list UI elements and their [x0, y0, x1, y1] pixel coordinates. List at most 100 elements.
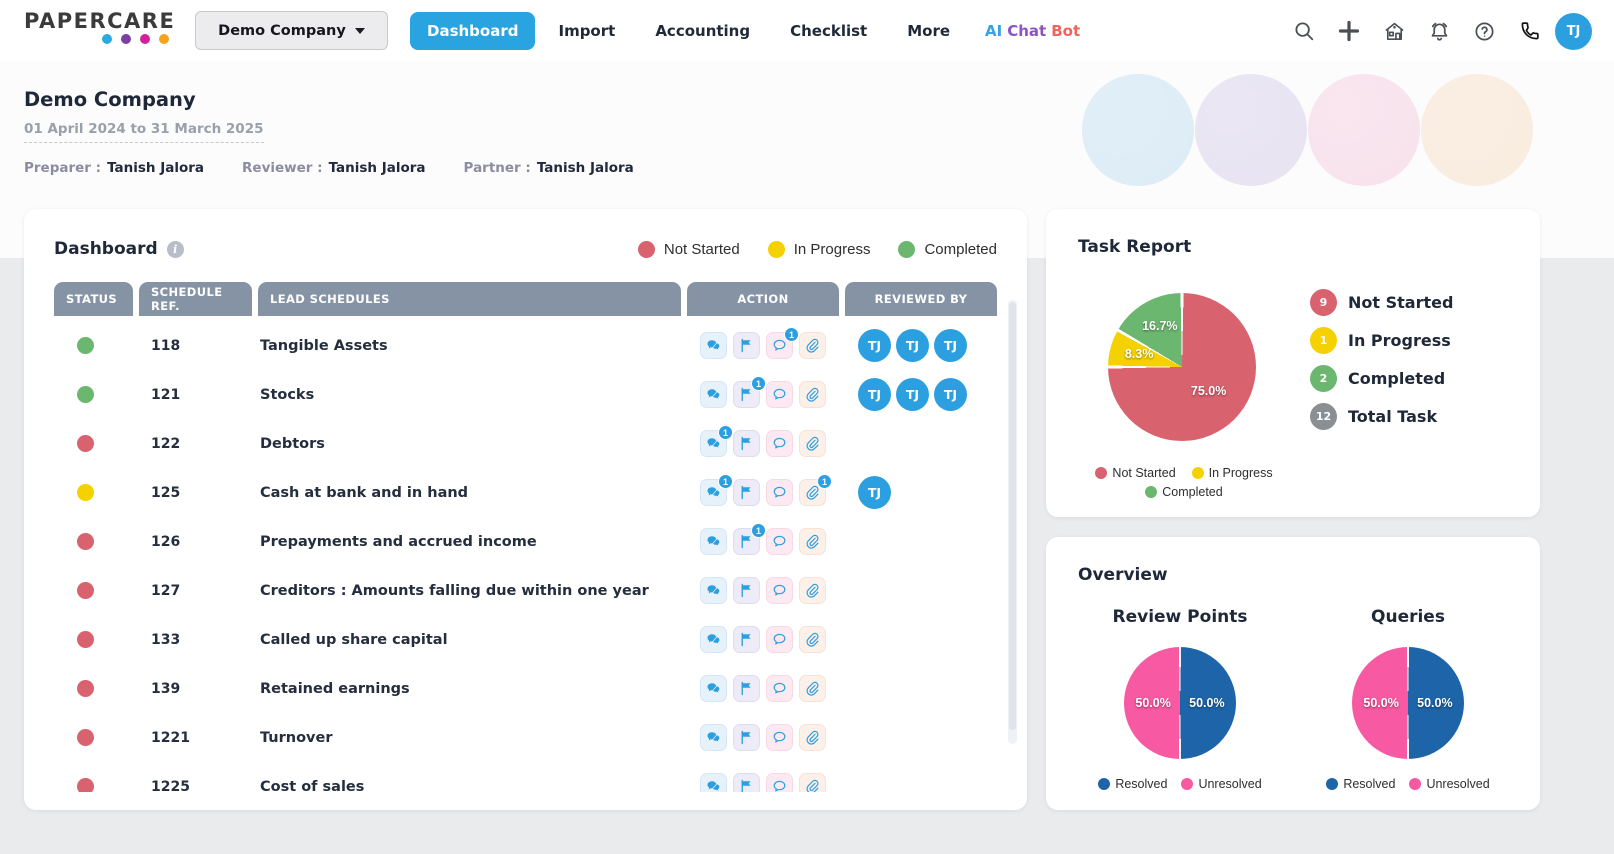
flag-icon[interactable]	[733, 724, 760, 751]
legend-label: Completed	[924, 240, 997, 258]
chat-icon[interactable]	[700, 773, 727, 792]
add-icon[interactable]	[1330, 12, 1368, 50]
flag-icon[interactable]	[733, 430, 760, 457]
scrollbar-thumb[interactable]	[1009, 302, 1016, 730]
lead-schedule-link[interactable]: Tangible Assets	[260, 337, 388, 354]
column-header-lead-schedules: LEAD SCHEDULES	[258, 282, 681, 316]
help-icon[interactable]	[1465, 12, 1503, 50]
schedule-ref: 1221	[151, 729, 190, 746]
attachment-icon[interactable]	[799, 773, 826, 792]
chat-icon[interactable]	[700, 381, 727, 408]
chat-icon[interactable]	[700, 675, 727, 702]
review-points-group: Review Points 50.0% 50.0% Resolved Unresol…	[1070, 607, 1290, 791]
status-dot-not-started	[77, 435, 94, 452]
table-scrollbar[interactable]	[1008, 300, 1017, 744]
task-report-legend: Not Started In Progress Completed	[1054, 466, 1314, 499]
attachment-icon[interactable]	[799, 528, 826, 555]
tab-checklist[interactable]: Checklist	[773, 12, 884, 50]
comment-icon[interactable]	[766, 430, 793, 457]
flag-icon[interactable]	[733, 675, 760, 702]
chat-icon[interactable]	[700, 724, 727, 751]
reviewed-by-cell: TJ	[845, 476, 997, 509]
comment-icon[interactable]	[766, 675, 793, 702]
comment-icon[interactable]	[766, 528, 793, 555]
chat-icon[interactable]	[700, 626, 727, 653]
action-cell	[687, 626, 839, 653]
attachment-icon[interactable]	[799, 626, 826, 653]
pie-slice-label: 50.0%	[1189, 696, 1225, 710]
status-cell	[54, 484, 133, 501]
chat-icon[interactable]	[700, 332, 727, 359]
comment-icon[interactable]: 1	[766, 327, 799, 359]
flag-icon[interactable]	[733, 773, 760, 792]
status-dot-not-started	[77, 729, 94, 746]
lead-schedule-link[interactable]: Turnover	[260, 729, 333, 746]
attachment-icon[interactable]	[799, 430, 826, 457]
attachment-icon[interactable]	[799, 675, 826, 702]
tab-accounting[interactable]: Accounting	[638, 12, 767, 50]
overview-title: Overview	[1078, 565, 1168, 585]
count-badge: 1	[751, 376, 766, 391]
schedule-ref: 126	[151, 533, 181, 550]
attachment-icon[interactable]	[799, 332, 826, 359]
flag-icon[interactable]	[733, 479, 760, 506]
legend-dot	[1098, 778, 1111, 790]
comment-icon[interactable]	[766, 479, 793, 506]
schedule-ref: 121	[151, 386, 181, 403]
attachment-icon[interactable]	[799, 724, 826, 751]
status-cell	[54, 533, 133, 550]
legend-item: In Progress	[767, 240, 871, 258]
status-cell	[54, 729, 133, 746]
legend-label: Unresolved	[1198, 777, 1262, 791]
attachment-icon[interactable]	[799, 577, 826, 604]
lead-schedule-link[interactable]: Called up share capital	[260, 631, 448, 648]
team-member: Preparer : Tanish Jalora	[24, 160, 204, 176]
legend-dot	[1181, 778, 1194, 790]
table-row: 1225 Cost of sales	[54, 762, 997, 792]
comment-icon[interactable]	[766, 626, 793, 653]
chat-icon[interactable]: 1	[700, 425, 733, 457]
lead-schedule-link[interactable]: Prepayments and accrued income	[260, 533, 537, 550]
lead-schedule-link[interactable]: Cash at bank and in hand	[260, 484, 469, 501]
phone-icon[interactable]	[1510, 12, 1548, 50]
comment-icon[interactable]	[766, 381, 793, 408]
user-avatar[interactable]: TJ	[1555, 12, 1592, 50]
lead-schedule-link[interactable]: Retained earnings	[260, 680, 410, 697]
flag-icon[interactable]: 1	[733, 376, 766, 408]
home-icon[interactable]	[1375, 12, 1413, 50]
stat-count-badge: 1	[1310, 327, 1337, 354]
brand-dot	[121, 34, 132, 44]
legend-label: In Progress	[793, 240, 871, 258]
table-row: 127 Creditors : Amounts falling due withi…	[54, 566, 997, 615]
flag-icon[interactable]	[733, 332, 760, 359]
lead-schedule-link[interactable]: Creditors : Amounts falling due within o…	[260, 582, 649, 599]
tab-more[interactable]: More	[890, 12, 967, 50]
lead-schedule-link[interactable]: Debtors	[260, 435, 325, 452]
lead-schedule-link[interactable]: Stocks	[260, 386, 315, 403]
chat-icon[interactable]	[700, 528, 727, 555]
lead-schedule-link[interactable]: Cost of sales	[260, 778, 365, 793]
comment-icon[interactable]	[766, 577, 793, 604]
financial-period[interactable]: 01 April 2024 to 31 March 2025	[24, 121, 264, 143]
legend-label: Resolved	[1343, 777, 1396, 791]
tab-import[interactable]: Import	[541, 12, 632, 50]
notifications-icon[interactable]	[1420, 12, 1458, 50]
ai-chat-bot-link[interactable]: AI Chat Bot	[985, 22, 1080, 40]
stat-count-badge: 12	[1310, 403, 1337, 430]
column-header-reviewed-by: REVIEWED BY	[845, 282, 997, 316]
company-selector[interactable]: Demo Company	[195, 11, 388, 50]
table-row: 121 Stocks 1 TJ TJ TJ	[54, 370, 997, 419]
attachment-icon[interactable]	[799, 381, 826, 408]
comment-icon[interactable]	[766, 724, 793, 751]
chat-icon[interactable]	[700, 577, 727, 604]
attachment-icon[interactable]: 1	[799, 474, 832, 506]
info-icon[interactable]: i	[166, 240, 184, 258]
tab-dashboard[interactable]: Dashboard	[410, 12, 536, 50]
search-icon[interactable]	[1285, 12, 1323, 50]
flag-icon[interactable]	[733, 577, 760, 604]
flag-icon[interactable]	[733, 626, 760, 653]
action-cell	[687, 773, 839, 792]
chat-icon[interactable]: 1	[700, 474, 733, 506]
comment-icon[interactable]	[766, 773, 793, 792]
flag-icon[interactable]: 1	[733, 523, 766, 555]
